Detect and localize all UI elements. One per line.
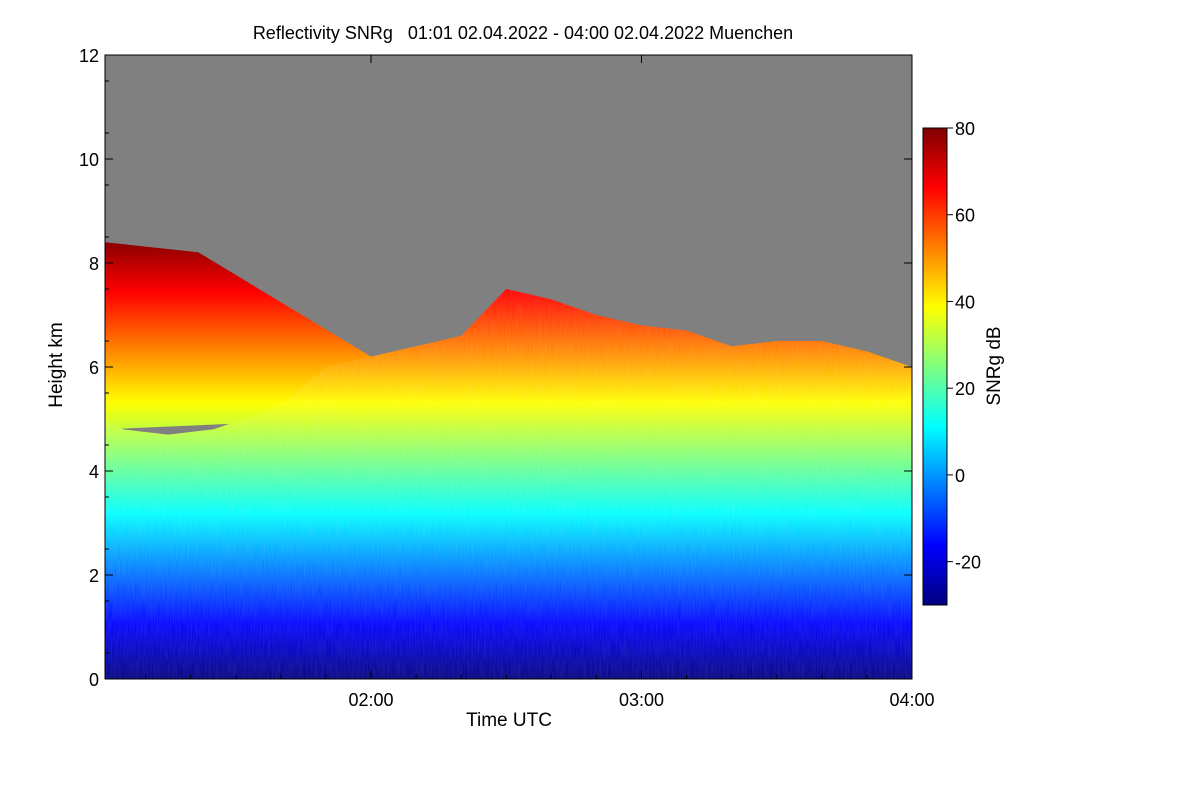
y-tick-label: 2 xyxy=(89,566,99,586)
colorbar-tick-label: -20 xyxy=(955,553,981,573)
colorbar-ticks: -20 0 20 40 60 80 xyxy=(947,119,981,573)
y-axis: 0 2 4 6 8 10 12 xyxy=(79,46,912,690)
colorbar-tick-label: 0 xyxy=(955,466,965,486)
x-tick-label: 02:00 xyxy=(348,690,393,710)
x-axis-label: Time UTC xyxy=(466,710,552,731)
upper-cloud-layer xyxy=(105,242,371,430)
y-tick-label: 6 xyxy=(89,358,99,378)
colorbar-tick-label: 40 xyxy=(955,292,975,312)
colorbar xyxy=(922,127,948,606)
y-tick-label: 4 xyxy=(89,462,99,482)
y-tick-label: 12 xyxy=(79,46,99,66)
y-tick-label: 8 xyxy=(89,254,99,274)
y-tick-label: 10 xyxy=(79,150,99,170)
x-tick-label: 04:00 xyxy=(889,690,934,710)
x-tick-label: 03:00 xyxy=(619,690,664,710)
x-axis: 02:00 03:00 04:00 xyxy=(145,55,935,710)
y-axis-label: Height km xyxy=(46,322,67,408)
y-tick-label: 0 xyxy=(89,670,99,690)
echo-texture xyxy=(105,289,912,679)
chart-title: Reflectivity SNRg 01:01 02.04.2022 - 04:… xyxy=(253,23,793,43)
colorbar-tick-label: 20 xyxy=(955,379,975,399)
colorbar-tick-label: 60 xyxy=(955,206,975,226)
colorbar-label: SNRg dB xyxy=(984,326,1005,405)
colorbar-tick-label: 80 xyxy=(955,119,975,139)
